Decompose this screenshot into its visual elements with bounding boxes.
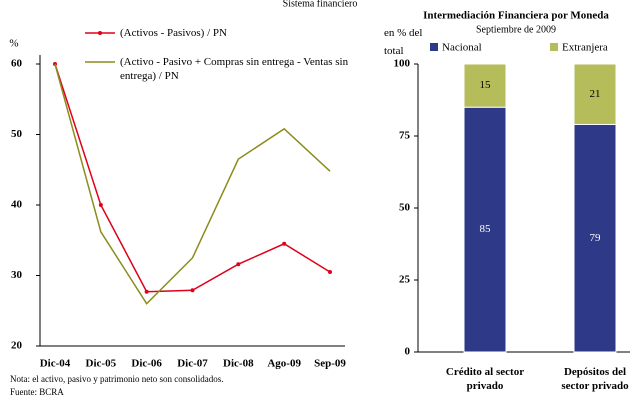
point	[190, 288, 195, 293]
x-tick-label: Dic-08	[223, 358, 254, 370]
y-tick-label: 50	[11, 128, 23, 140]
x-tick-label: Ago-09	[267, 358, 301, 370]
bar-segment	[573, 63, 617, 125]
value-label: 85	[480, 223, 492, 235]
value-label: 15	[480, 79, 492, 91]
bar-segment	[573, 123, 617, 353]
bar-segment	[463, 106, 507, 353]
y-tick-label: 100	[394, 58, 411, 70]
legend-point	[98, 31, 102, 35]
point	[144, 289, 149, 294]
bar-segment	[463, 63, 507, 108]
chart-title: Sistema financiero	[283, 0, 358, 9]
x-tick-label: Depósitos del sector privado	[561, 366, 629, 392]
y-tick-label: 75	[399, 130, 411, 142]
note: Nota: el activo, pasivo y patrimonio net…	[10, 374, 224, 384]
point	[236, 262, 241, 267]
y-tick-label: 0	[405, 346, 411, 358]
x-tick-label: Dic-06	[131, 358, 162, 370]
source: Fuente: BCRA	[10, 387, 64, 397]
y-axis-label: %	[9, 38, 18, 50]
series-line	[54, 63, 331, 305]
point	[282, 241, 287, 246]
point	[98, 203, 103, 207]
value-label: 21	[590, 88, 601, 100]
chart-subtitle: Septiembre de 2009	[476, 24, 556, 35]
y-tick-label: 60	[11, 58, 23, 70]
point	[328, 269, 332, 274]
x-tick-label: Dic-07	[177, 358, 208, 370]
legend-label: Nacional	[442, 42, 482, 54]
y-tick-label: 25	[399, 274, 411, 286]
value-label: 79	[590, 232, 602, 244]
legend-label: (Activo - Pasivo + Compras sin entrega -…	[120, 56, 349, 82]
x-tick-label: Sep-09	[314, 358, 346, 370]
legend-label: (Activos - Pasivos) / PN	[120, 27, 227, 39]
y-tick-label: 40	[11, 199, 23, 211]
x-tick-label: Crédito al sector privado	[445, 366, 525, 392]
x-tick-label: Dic-04	[40, 358, 71, 370]
chart-title: Intermediación Financiera por Moneda	[423, 10, 609, 22]
legend-swatch	[550, 43, 558, 51]
y-tick-label: 30	[11, 269, 23, 281]
legend-label: Extranjera	[562, 42, 608, 54]
legend-swatch	[430, 43, 438, 51]
y-tick-label: 50	[399, 202, 411, 214]
y-tick-label: 20	[11, 340, 23, 352]
y-axis-label: en % del total	[384, 27, 423, 57]
x-tick-label: Dic-05	[86, 358, 117, 370]
